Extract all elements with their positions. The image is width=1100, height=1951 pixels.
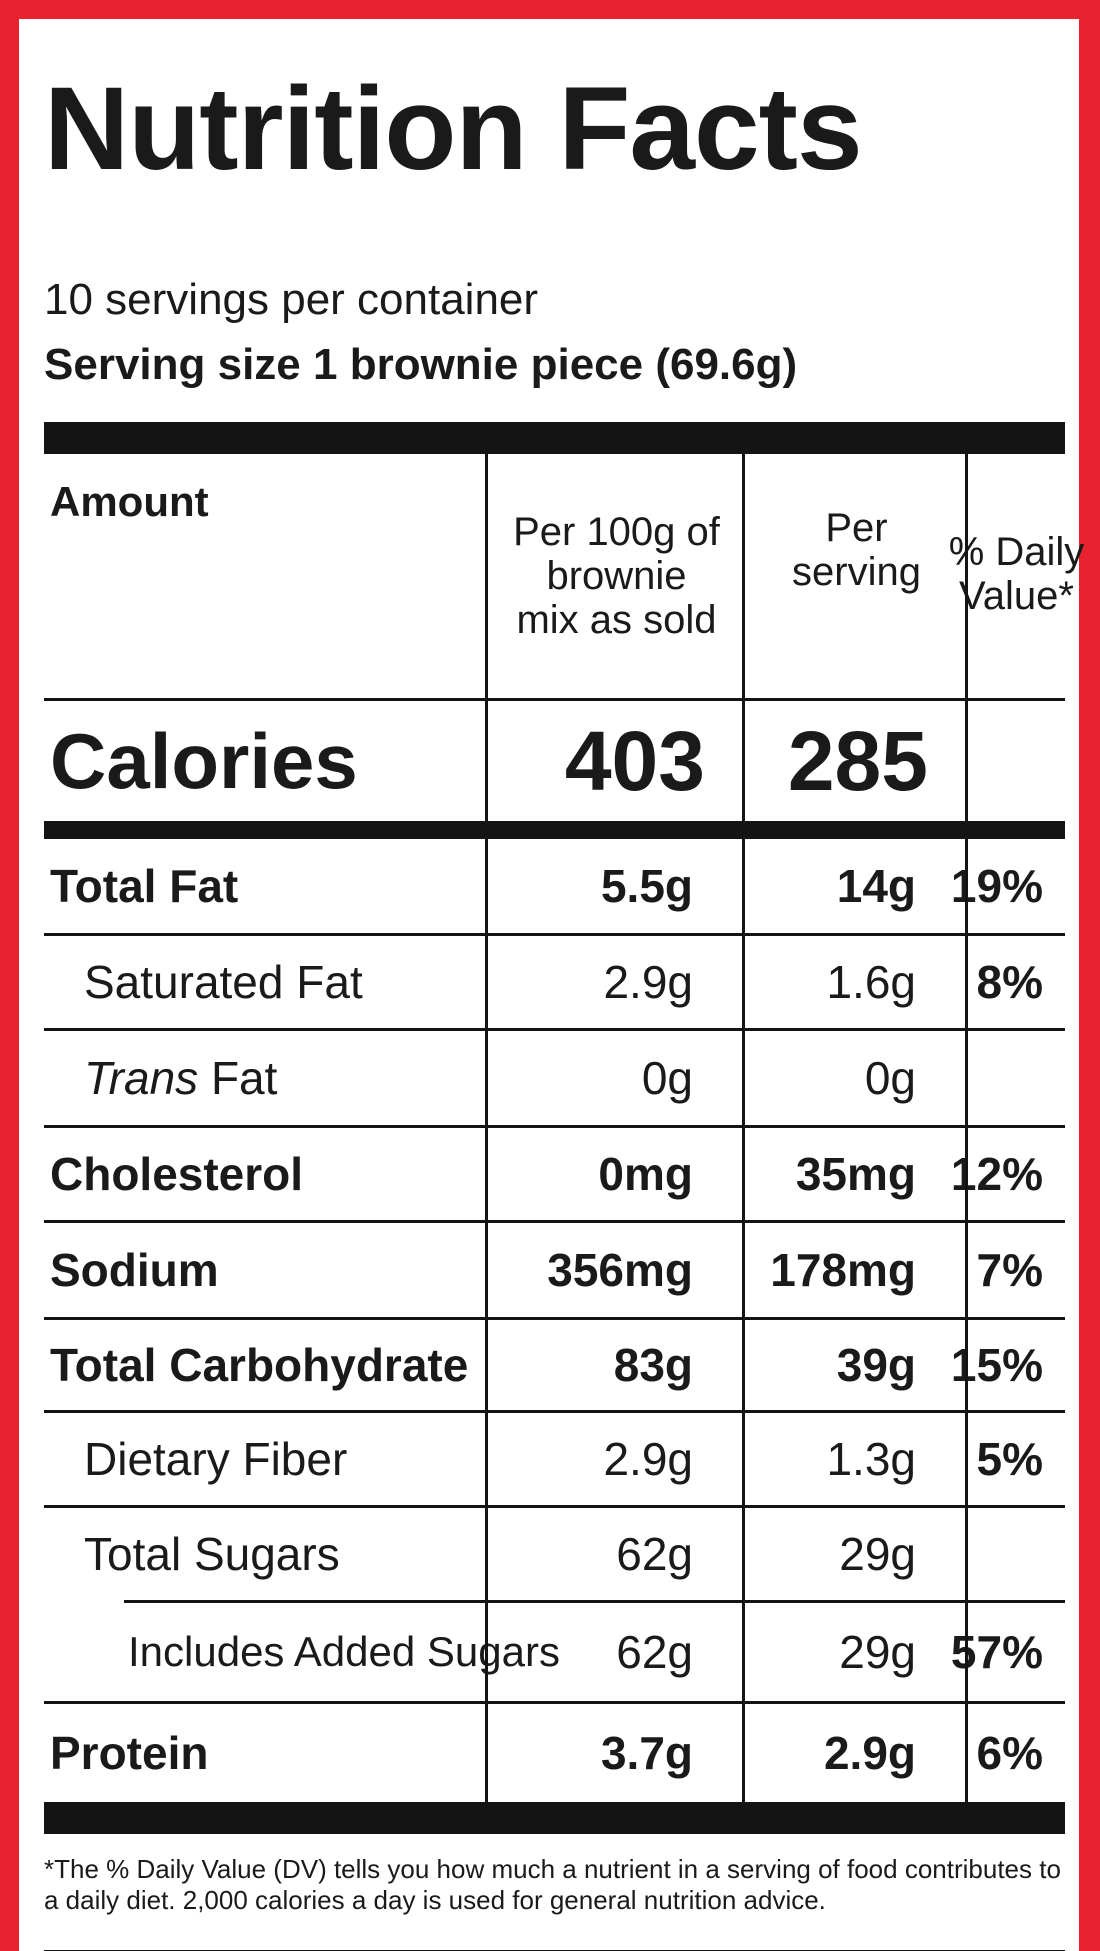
thick-rule-top — [44, 422, 1065, 454]
nutrient-per-100g: 356mg — [547, 1244, 693, 1296]
nutrient-name: Protein — [50, 1727, 209, 1779]
nutrient-per-100g: 0mg — [598, 1148, 693, 1200]
calories-label: Calories — [50, 716, 358, 805]
nutrient-per-100g: 5.5g — [600, 860, 693, 912]
row-rule — [124, 1600, 1065, 1603]
calories-per-serving: 285 — [787, 713, 928, 808]
per-serving-line: Per — [825, 506, 888, 550]
column-header-per-100g: Per 100g of brownie mix as sold — [488, 454, 745, 698]
nutrient-per-100g: 2.9g — [603, 1433, 693, 1485]
nutrient-daily-value: 8% — [976, 956, 1043, 1008]
per-100g-line: Per 100g of — [513, 510, 720, 554]
row-rule — [44, 1028, 1065, 1031]
rule-under-header — [44, 698, 1065, 701]
nutrient-per-100g: 83g — [613, 1339, 693, 1391]
nutrition-facts-panel: Nutrition Facts 10 servings per containe… — [44, 63, 1085, 1951]
daily-value-line: % Daily — [948, 530, 1085, 574]
serving-size: Serving size 1 brownie piece (69.6g) — [44, 340, 798, 389]
nutrient-per-serving: 1.6g — [826, 956, 916, 1008]
label-title: Nutrition Facts — [44, 63, 863, 195]
per-100g-line: mix as sold — [516, 598, 717, 642]
row-rule — [44, 933, 1065, 936]
trans-italic: Trans — [84, 1052, 199, 1104]
nutrient-daily-value: 57% — [950, 1626, 1043, 1678]
nutrient-name: Trans Fat — [84, 1031, 277, 1125]
column-divider — [965, 454, 968, 1802]
trans-fat-suffix: Fat — [198, 1052, 278, 1104]
servings-per-container: 10 servings per container — [44, 275, 539, 324]
nutrient-daily-value: 7% — [976, 1244, 1043, 1296]
nutrient-per-serving: 29g — [839, 1528, 916, 1580]
nutrient-name: Total Carbohydrate — [50, 1339, 469, 1391]
row-rule — [44, 1701, 1065, 1704]
nutrient-per-serving: 0g — [864, 1052, 916, 1104]
nutrient-per-serving: 1.3g — [826, 1433, 916, 1485]
nutrient-per-100g: 0g — [641, 1052, 693, 1104]
row-rule — [44, 1125, 1065, 1128]
nutrient-name: Sodium — [50, 1244, 219, 1296]
nutrient-per-100g: 62g — [616, 1626, 693, 1678]
nutrient-daily-value: 6% — [976, 1727, 1043, 1779]
nutrient-daily-value: 19% — [950, 860, 1043, 912]
per-serving-line: serving — [792, 550, 921, 594]
row-rule — [44, 1220, 1065, 1223]
nutrient-daily-value: 5% — [976, 1433, 1043, 1485]
column-header-daily-value: % Daily Value* — [949, 454, 1085, 694]
nutrient-name: Saturated Fat — [84, 956, 363, 1008]
nutrient-per-serving: 39g — [836, 1339, 916, 1391]
nutrient-per-serving: 29g — [839, 1626, 916, 1678]
daily-value-line: Value* — [959, 574, 1074, 618]
nutrient-name: Dietary Fiber — [84, 1433, 348, 1485]
nutrient-name: Cholesterol — [50, 1148, 304, 1200]
nutrient-per-100g: 3.7g — [600, 1727, 693, 1779]
column-divider — [742, 454, 745, 1802]
nutrient-per-serving: 14g — [836, 860, 916, 912]
nutrient-per-serving: 178mg — [770, 1244, 916, 1296]
thick-rule-bottom — [44, 1802, 1065, 1834]
row-rule — [44, 1410, 1065, 1413]
thick-rule-calories — [44, 821, 1065, 839]
column-header-amount: Amount — [50, 478, 209, 525]
column-divider — [485, 454, 488, 1802]
nutrient-per-100g: 2.9g — [603, 956, 693, 1008]
nutrient-per-serving: 35mg — [795, 1148, 916, 1200]
nutrient-daily-value: 12% — [950, 1148, 1043, 1200]
per-100g-line: brownie — [546, 554, 687, 598]
nutrient-per-100g: 62g — [616, 1528, 693, 1580]
daily-value-footnote: *The % Daily Value (DV) tells you how mu… — [44, 1854, 1061, 1915]
row-rule — [44, 1505, 1065, 1508]
calories-per-100g: 403 — [564, 713, 705, 808]
row-rule — [44, 1317, 1065, 1320]
column-header-per-serving: Per serving — [745, 454, 968, 594]
nutrient-daily-value: 15% — [950, 1339, 1043, 1391]
nutrient-per-serving: 2.9g — [823, 1727, 916, 1779]
nutrient-name: Total Sugars — [84, 1528, 340, 1580]
nutrient-name: Total Fat — [50, 860, 239, 912]
